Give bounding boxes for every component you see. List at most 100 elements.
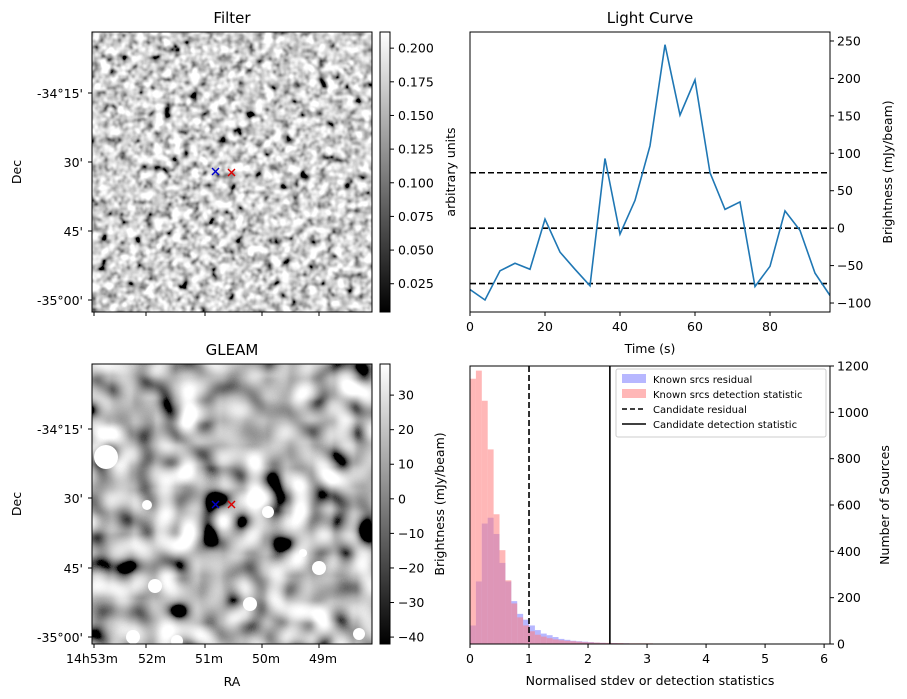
detection-bar — [499, 550, 506, 644]
gleam-colorbar-tick-label: 10 — [398, 457, 414, 472]
detection-bar — [546, 638, 553, 644]
detection-bar — [605, 642, 612, 644]
detection-bar — [505, 580, 512, 644]
x-tick-label: 1 — [525, 651, 533, 666]
x-tick-label: 6 — [820, 651, 828, 666]
histogram-ylabel: Number of Sources — [877, 445, 892, 565]
detection-bar — [558, 640, 565, 644]
detection-bar — [470, 378, 476, 644]
detection-bar — [582, 642, 589, 644]
x-tick-label: 20 — [537, 319, 553, 334]
bright-source — [142, 500, 152, 510]
blue-cross-marker-filter — [211, 167, 220, 176]
x-tick-label: 0 — [466, 319, 474, 334]
x-tick-label: 3 — [643, 651, 651, 666]
gleam-frame — [91, 363, 373, 645]
y-tick-label: 1000 — [837, 405, 869, 420]
legend-swatch-detection — [622, 389, 646, 398]
y-tick-label: 200 — [837, 590, 861, 605]
histogram-vlines — [528, 366, 611, 644]
detection-bar — [534, 634, 541, 644]
filter-colorbar-tick-label: 0.175 — [398, 74, 434, 89]
detection-bar — [493, 514, 500, 644]
gleam-colorbar — [379, 363, 391, 645]
filter-dec-tick-label: -35°00' — [37, 293, 83, 308]
filter-panel: Filter -34°15' 30' 45' -35°00' Dec 0.025… — [9, 9, 458, 316]
gleam-colorbar-tick-label: −10 — [398, 526, 424, 541]
light-curve-chart: Light Curve 0 20 40 60 80 −100 −50 0 50 100 150 20… — [466, 9, 895, 356]
bright-source — [126, 630, 140, 644]
filter-ra-ticks — [93, 312, 320, 316]
filter-dec-tick-label: 45' — [64, 224, 83, 239]
gleam-colorbar-tick-label: 20 — [398, 422, 414, 437]
filter-frame — [91, 31, 373, 313]
bright-source — [353, 628, 365, 640]
filter-title: Filter — [213, 9, 251, 27]
y-tick-label: 600 — [837, 498, 861, 513]
legend-box — [615, 368, 827, 438]
detection-bar — [570, 641, 577, 644]
filter-colorbar-tick-label: 0.050 — [398, 243, 434, 258]
gleam-colorbar-ticks: 30 20 10 0 −10 −20 −30 −40 — [390, 388, 424, 645]
filter-colorbar-tick-label: 0.075 — [398, 209, 434, 224]
detection-bar — [487, 449, 494, 644]
legend-label: Candidate detection statistic — [653, 420, 797, 431]
detection-bar — [511, 603, 518, 644]
histogram-xlabel: Normalised stdev or detection statistics — [526, 673, 775, 688]
bright-source — [262, 506, 274, 518]
x-tick-label: 80 — [762, 319, 778, 334]
detection-bar — [523, 625, 530, 644]
filter-colorbar-tick-label: 0.100 — [398, 175, 434, 190]
gleam-colorbar-tick-label: −20 — [398, 560, 424, 575]
detection-bar — [552, 639, 559, 644]
light-curve-xlabel: Time (s) — [624, 341, 676, 356]
y-tick-label: −100 — [837, 296, 871, 311]
filter-colorbar — [379, 31, 391, 313]
detection-bar — [576, 641, 583, 644]
light-curve-frame — [469, 31, 831, 313]
light-curve-series-line — [470, 44, 830, 302]
y-tick-label: 150 — [837, 108, 861, 123]
filter-dec-tick-label: -34°15' — [37, 86, 83, 101]
gleam-dec-ticks — [88, 428, 92, 638]
gleam-dec-tick-label: 30' — [64, 491, 83, 506]
gleam-dec-tick-label: -34°15' — [37, 422, 83, 437]
filter-colorbar-tick-label: 0.125 — [398, 142, 434, 157]
legend-swatch-residual — [622, 374, 646, 383]
detection-bar — [593, 642, 600, 644]
detection-bar — [517, 617, 524, 644]
detection-bar — [564, 640, 571, 644]
bright-source — [171, 635, 183, 647]
detection-bar — [475, 370, 482, 644]
light-curve-y-ticks: −100 −50 0 50 100 150 200 250 — [830, 33, 871, 311]
filter-ylabel: Dec — [9, 160, 24, 184]
light-curve-title: Light Curve — [607, 9, 693, 27]
detection-bar — [481, 400, 488, 644]
bright-source — [312, 561, 326, 575]
gleam-dec-tick-label: -35°00' — [37, 630, 83, 645]
filter-colorbar-ticks: 0.025 0.050 0.075 0.100 0.125 0.150 0.175 0.200 — [390, 41, 434, 291]
gleam-ra-tick-label: 14h53m — [66, 651, 118, 666]
y-tick-label: 50 — [837, 183, 853, 198]
bright-source — [243, 597, 257, 611]
gleam-colorbar-tick-label: 0 — [398, 491, 406, 506]
histogram-x-ticks: 0 1 2 3 4 5 6 — [466, 644, 828, 666]
gleam-ra-tick-label: 52m — [138, 651, 166, 666]
filter-colorbar-label: arbitrary units — [443, 127, 458, 216]
x-tick-label: 2 — [584, 651, 592, 666]
gleam-colorbar-label: Brightness (mJy/beam) — [432, 432, 447, 575]
filter-dec-tick-label: 30' — [64, 155, 83, 170]
gleam-dec-tick-label: 45' — [64, 561, 83, 576]
filter-dec-ticks — [88, 92, 92, 301]
bright-source — [148, 579, 162, 593]
y-tick-label: 800 — [837, 451, 861, 466]
bright-source — [299, 549, 307, 557]
detection-bar — [588, 642, 594, 644]
histogram-legend: Known srcs residual Known srcs detection… — [615, 368, 827, 438]
gleam-xlabel: RA — [224, 674, 241, 689]
detection-bar — [540, 636, 547, 644]
x-tick-label: 0 — [466, 651, 474, 666]
light-curve-hlines — [470, 171, 830, 285]
histogram-bars — [470, 370, 825, 644]
